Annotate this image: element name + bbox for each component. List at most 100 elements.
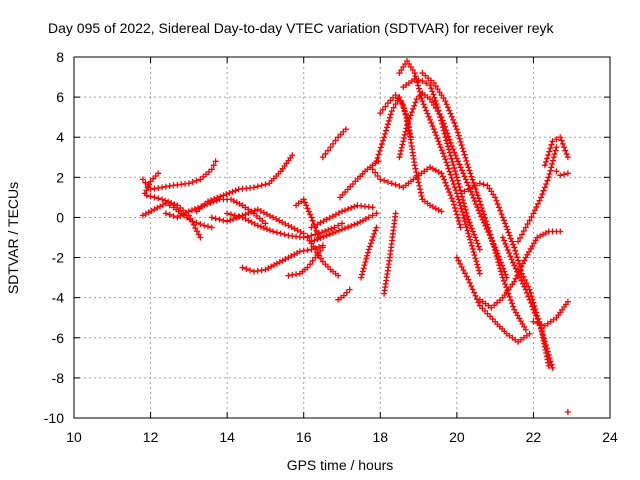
data-point-interp — [456, 161, 463, 168]
data-point-interp — [434, 108, 441, 115]
data-point-interp — [398, 67, 405, 74]
data-point-interp — [473, 182, 479, 189]
data-point-interp — [443, 101, 450, 108]
data-point-interp — [343, 289, 350, 296]
data-point-interp — [429, 88, 436, 95]
data-point-interp — [486, 185, 493, 192]
data-point-interp — [472, 255, 479, 262]
data-point-interp — [440, 120, 447, 127]
data-point-interp — [214, 194, 221, 201]
y-tick-label: -6 — [52, 330, 65, 346]
data-point-interp — [326, 214, 333, 221]
data-point-interp — [392, 101, 399, 108]
y-tick-label: 8 — [56, 49, 64, 65]
data-point-interp — [453, 155, 460, 162]
data-point-interp — [317, 219, 324, 226]
data-point-interp — [461, 203, 468, 210]
data-point — [308, 214, 315, 221]
data-point-interp — [235, 213, 242, 220]
data-point-interp — [548, 141, 555, 148]
data-point — [270, 214, 277, 221]
data-point-interp — [475, 243, 482, 250]
data-point-interp — [464, 213, 471, 220]
data-point-interp — [494, 256, 501, 263]
data-point-interp — [444, 130, 451, 137]
data-point-interp — [195, 231, 202, 238]
data-point — [224, 218, 231, 225]
data-point-interp — [230, 216, 237, 223]
data-point — [377, 110, 384, 117]
data-point-interp — [166, 211, 173, 218]
data-point-interp — [317, 255, 324, 262]
data-point-interp — [192, 225, 199, 232]
data-point — [373, 224, 380, 231]
data-point-interp — [409, 67, 416, 74]
data-point-interp — [450, 161, 457, 168]
data-point — [254, 206, 261, 213]
data-point-interp — [436, 89, 443, 96]
data-point-interp — [462, 154, 469, 161]
data-point-interp — [495, 259, 502, 266]
data-point-interp — [462, 221, 469, 228]
data-point-interp — [521, 257, 528, 264]
data-point-interp — [448, 113, 455, 120]
data-point-interp — [310, 243, 317, 250]
data-point-interp — [448, 155, 455, 162]
data-point-interp — [291, 225, 298, 232]
data-point-interp — [454, 177, 461, 184]
data-point-interp — [227, 217, 234, 224]
x-tick-label: 20 — [449, 429, 465, 445]
data-point-interp — [293, 271, 300, 278]
data-point-interp — [332, 228, 339, 235]
data-point-interp — [446, 136, 453, 143]
data-point — [139, 176, 146, 183]
data-point-interp — [547, 167, 554, 174]
data-point-interp — [512, 265, 519, 272]
data-point-interp — [243, 265, 250, 272]
data-point-interp — [260, 209, 267, 216]
data-point — [530, 318, 537, 325]
data-point-interp — [508, 256, 515, 263]
data-point-interp — [455, 217, 462, 224]
data-point-interp — [469, 228, 476, 235]
data-point-interp — [475, 207, 482, 214]
data-point-interp — [330, 140, 337, 147]
data-point-interp — [395, 95, 402, 102]
data-point-interp — [401, 135, 408, 142]
data-point-interp — [517, 267, 524, 274]
data-point-interp — [378, 141, 385, 148]
data-point-interp — [466, 167, 473, 174]
data-point — [254, 222, 261, 229]
data-point — [438, 114, 445, 121]
data-point — [541, 338, 548, 345]
data-point — [404, 58, 411, 65]
data-point-interp — [563, 150, 570, 157]
data-point — [323, 216, 330, 223]
data-point-interp — [189, 218, 196, 225]
data-point-interp — [454, 214, 461, 221]
data-point-interp — [534, 320, 541, 327]
data-point-interp — [500, 217, 507, 224]
data-point-interp — [267, 227, 274, 234]
data-point-interp — [424, 110, 431, 117]
data-point-interp — [382, 103, 389, 110]
data-point-interp — [503, 223, 510, 230]
data-point-interp — [414, 172, 421, 179]
data-point — [515, 238, 522, 245]
data-point-interp — [552, 147, 559, 154]
data-point-interp — [533, 309, 540, 316]
chart-title: Day 095 of 2022, Sidereal Day-to-day VTE… — [48, 20, 554, 36]
data-point-interp — [465, 186, 472, 193]
data-point — [453, 174, 460, 181]
data-point-interp — [436, 141, 443, 148]
data-point-interp — [311, 222, 318, 229]
data-point-interp — [490, 243, 497, 250]
data-point-interp — [550, 154, 557, 161]
data-point-interp — [487, 231, 494, 238]
data-point-interp — [408, 109, 415, 116]
data-point — [308, 224, 315, 231]
data-point-interp — [304, 247, 311, 254]
data-point-interp — [432, 129, 439, 136]
data-point-interp — [531, 302, 538, 309]
